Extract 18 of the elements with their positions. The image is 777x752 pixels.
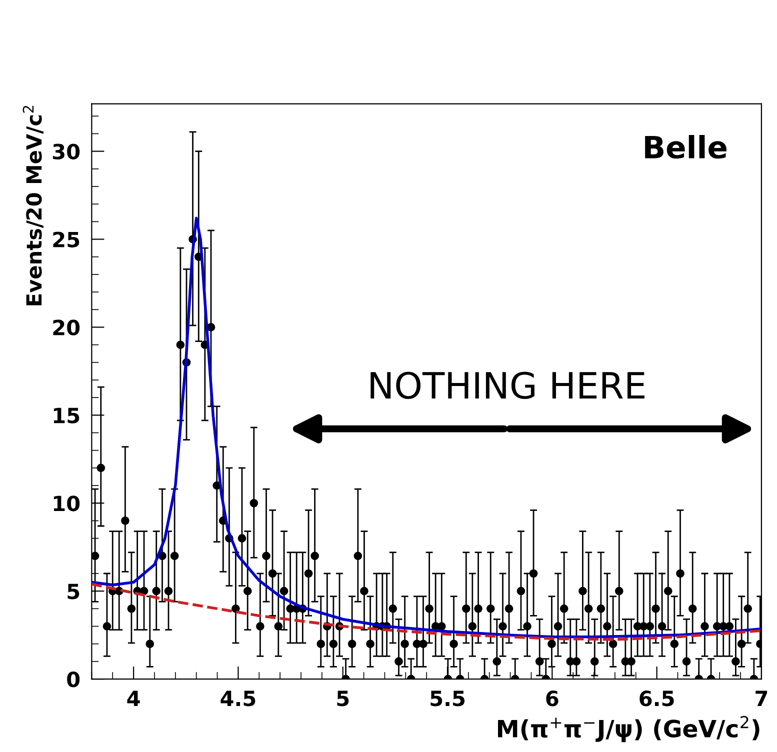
y-tick-label: 30 (52, 144, 80, 160)
annotation: Belle (645, 135, 726, 159)
x-tick-label: 4.5 (220, 690, 256, 706)
y-tick-label: 20 (53, 320, 80, 336)
x-tick-label: 5 (337, 690, 349, 706)
x-tick-label: 4 (127, 690, 140, 706)
y-tick-label: 0 (67, 672, 80, 688)
x-tick-label: 5.5 (430, 690, 464, 706)
y-tick-label: 15 (54, 408, 80, 424)
x-tick-label: 6.5 (640, 690, 674, 706)
y-tick-label: 5 (68, 584, 80, 600)
annotation: NOTHING HERE (370, 372, 644, 400)
y-tick-label: 10 (54, 496, 80, 512)
x-tick-label: 6 (546, 690, 558, 706)
y-tick-label: 25 (53, 232, 80, 248)
x-axis-title: M(π$^{+}$π$^{−}$J/ψ) (GeV/c$^{2}$) (498, 716, 760, 742)
x-tick-label: 7 (756, 690, 768, 706)
y-axis-title: Events/20 MeV/c$^{2}$ (22, 106, 44, 306)
